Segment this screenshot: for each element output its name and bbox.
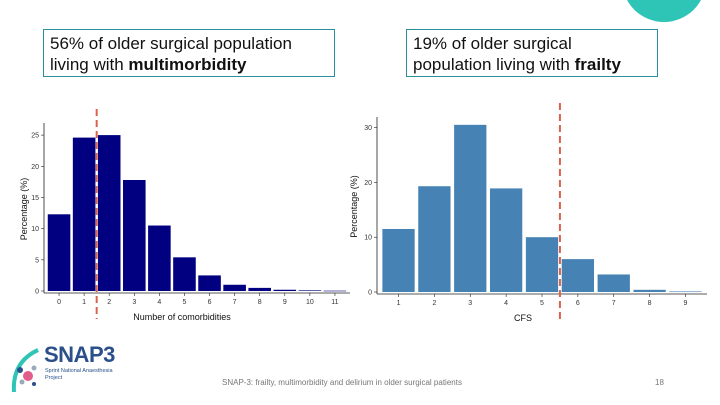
right-x-tick-label: 2 [432, 300, 436, 307]
frailty-callout-text: 19% of older surgical population living … [413, 34, 575, 74]
left-y-tick-label: 5 [35, 257, 39, 264]
multimorbidity-callout: 56% of older surgical population living … [43, 29, 335, 77]
left-y-tick-label: 15 [31, 195, 39, 202]
snap3-logo: SNAP3 Sprint National Anaesthesia Projec… [8, 342, 126, 398]
frailty-callout-bold: frailty [574, 55, 621, 74]
left-x-axis-title: Number of comorbidities [133, 312, 231, 322]
left-x-tick-label: 8 [258, 299, 262, 306]
logo-subtitle: Sprint National Anaesthesia Project [45, 368, 113, 381]
right-x-tick-label: 7 [612, 300, 616, 307]
left-y-tick-label: 20 [31, 164, 39, 171]
left-bar [47, 214, 71, 291]
multimorbidity-callout-text: 56% of older surgical population living … [50, 34, 292, 74]
left-x-tick-label: 7 [233, 299, 237, 306]
left-y-tick-label: 10 [31, 226, 39, 233]
multimorbidity-callout-bold: multimorbidity [128, 55, 247, 74]
left-bar [223, 284, 246, 291]
logo-title: SNAP3 [44, 342, 115, 367]
right-bar [382, 228, 415, 292]
left-y-tick-label: 25 [31, 133, 39, 140]
right-y-tick-label: 10 [364, 235, 372, 242]
left-y-tick-label: 0 [35, 289, 39, 296]
right-x-tick-label: 6 [576, 300, 580, 307]
left-bar [198, 275, 221, 291]
right-bar [489, 188, 523, 292]
right-x-tick-label: 5 [540, 300, 544, 307]
right-bar [418, 186, 451, 292]
right-y-axis-title: Percentage (%) [349, 175, 359, 238]
left-x-tick-label: 1 [82, 299, 86, 306]
right-x-tick-label: 8 [648, 300, 652, 307]
left-x-tick-label: 3 [132, 299, 136, 306]
right-x-axis-title: CFS [514, 313, 532, 323]
right-x-tick-label: 9 [684, 300, 688, 307]
left-bar [148, 225, 171, 291]
left-bar [323, 290, 347, 292]
right-bar [525, 237, 559, 292]
left-x-tick-label: 5 [183, 299, 187, 306]
left-x-tick-label: 6 [208, 299, 212, 306]
left-bar [72, 137, 96, 291]
left-x-tick-label: 2 [107, 299, 111, 306]
left-bar [298, 290, 322, 291]
page-number: 18 [655, 378, 664, 387]
left-x-tick-label: 11 [331, 299, 338, 306]
right-y-tick-label: 0 [368, 290, 372, 297]
left-x-tick-label: 10 [306, 299, 314, 306]
right-bar [597, 274, 630, 292]
right-bar [633, 289, 666, 292]
right-y-tick-label: 30 [364, 125, 372, 132]
right-x-tick-label: 3 [468, 300, 472, 307]
left-bar [123, 180, 146, 291]
frailty-callout: 19% of older surgical population living … [406, 29, 658, 77]
left-bar [173, 257, 196, 291]
left-bar [273, 289, 297, 291]
right-bar [454, 124, 487, 292]
left-y-axis-title: Percentage (%) [19, 178, 29, 241]
left-bar [248, 287, 271, 291]
star-burst-icon [11, 348, 39, 393]
left-x-tick-label: 4 [157, 299, 161, 306]
left-x-tick-label: 9 [283, 299, 287, 306]
footer-text: SNAP-3: frailty, multimorbidity and deli… [222, 378, 462, 387]
right-y-tick-label: 20 [364, 180, 372, 187]
left-x-tick-label: 0 [57, 299, 61, 306]
right-x-tick-label: 4 [504, 300, 508, 307]
right-bar [669, 291, 702, 293]
right-x-tick-label: 1 [397, 300, 401, 307]
left-bar [97, 135, 121, 291]
right-bar [561, 259, 595, 292]
